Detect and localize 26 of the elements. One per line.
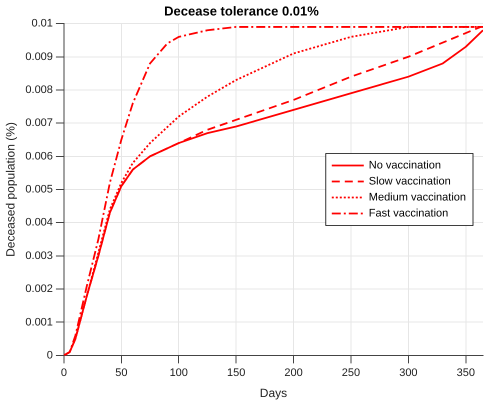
legend-label: No vaccination: [368, 160, 441, 172]
y-tick-label: 0.009: [25, 50, 53, 63]
legend-label: Medium vaccination: [368, 192, 466, 204]
y-axis-title: Deceased population (%): [4, 122, 18, 257]
x-tick-label: 350: [456, 367, 475, 380]
x-axis-title: Days: [260, 386, 288, 400]
legend-label: Fast vaccination: [368, 208, 448, 220]
x-tick-label: 300: [399, 367, 418, 380]
y-tick-label: 0.003: [25, 250, 53, 262]
y-tick-label: 0.007: [25, 117, 53, 130]
legend-label: Slow vaccination: [368, 176, 451, 188]
x-tick-label: 250: [342, 367, 360, 380]
y-tick-label: 0.004: [25, 216, 53, 229]
x-tick-label: 50: [115, 367, 128, 380]
x-tick-label: 200: [284, 367, 303, 380]
y-tick-label: 0.005: [25, 184, 53, 196]
x-tick-label: 150: [226, 367, 246, 380]
chart-title: Decease tolerance 0.01%: [164, 3, 320, 18]
y-tick-label: 0.008: [25, 84, 53, 96]
y-tick-label: 0: [46, 349, 53, 362]
y-tick-label: 0.006: [25, 150, 53, 162]
y-tick-label: 0.002: [25, 283, 53, 296]
x-tick-label: 100: [170, 367, 188, 380]
y-tick-label: 0.01: [32, 18, 53, 30]
x-tick-label: 0: [60, 367, 67, 380]
y-tick-label: 0.001: [25, 316, 53, 328]
